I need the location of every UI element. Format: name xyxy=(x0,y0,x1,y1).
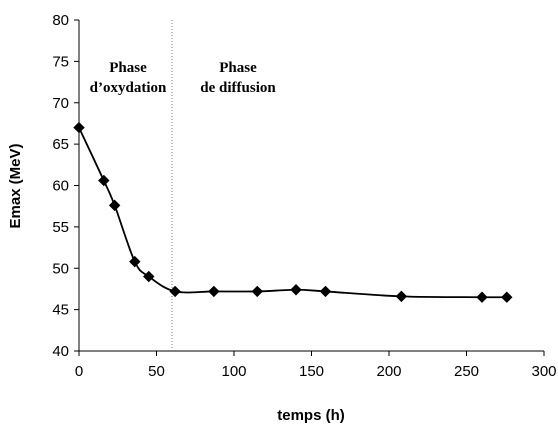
x-tick-label: 0 xyxy=(75,363,83,380)
data-point-marker xyxy=(251,285,263,298)
data-point-marker xyxy=(476,291,488,303)
x-tick-label: 250 xyxy=(454,363,479,380)
phase2-label-line1: Phase xyxy=(219,60,257,76)
data-point-marker xyxy=(108,199,121,212)
x-tick-label: 150 xyxy=(299,363,324,380)
y-tick-label: 60 xyxy=(52,178,69,195)
y-tick-label: 65 xyxy=(52,136,69,153)
x-tick-label: 100 xyxy=(221,363,246,380)
data-point-marker xyxy=(73,121,85,134)
data-point-marker xyxy=(169,285,181,298)
data-point-marker xyxy=(143,270,155,283)
phase1-label-line2: d’oxydation xyxy=(90,80,167,96)
x-tick-label: 300 xyxy=(531,363,556,380)
y-tick-label: 40 xyxy=(52,343,69,360)
markers xyxy=(73,121,513,303)
data-point-marker xyxy=(208,285,220,298)
data-point-marker xyxy=(319,285,332,298)
y-tick-label: 80 xyxy=(52,12,69,29)
x-tick-label: 200 xyxy=(376,363,401,380)
y-tick-label: 45 xyxy=(52,302,69,319)
x-axis-title: temps (h) xyxy=(277,407,345,424)
data-point-marker xyxy=(395,290,408,303)
phase2-label-line2: de diffusion xyxy=(200,80,276,96)
axes xyxy=(78,20,544,352)
ticks: 40 45 50 55 60 65 70 75 80 0 50 100 150 200 250 300 xyxy=(52,12,556,380)
y-tick-label: 75 xyxy=(52,53,69,70)
y-tick-label: 55 xyxy=(52,219,69,236)
series-line xyxy=(78,127,507,299)
y-axis-title: Emax (MeV) xyxy=(7,143,24,228)
y-tick-label: 70 xyxy=(52,95,69,112)
y-tick-label: 50 xyxy=(52,260,69,277)
phase1-label-line1: Phase xyxy=(109,60,147,76)
data-point-marker xyxy=(98,174,110,187)
data-point-marker xyxy=(129,255,141,268)
x-tick-label: 50 xyxy=(148,363,165,380)
data-point-marker xyxy=(501,291,513,303)
data-point-marker xyxy=(290,284,302,296)
